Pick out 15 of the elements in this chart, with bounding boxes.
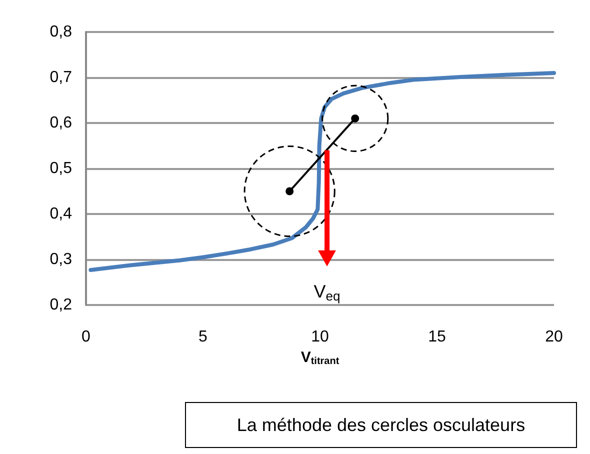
y-tick-label: 0,8 (50, 24, 72, 40)
x-tick-label: 5 (198, 328, 208, 346)
x-tick-label: 0 (82, 328, 91, 346)
x-tick-label: 15 (428, 328, 446, 346)
text: La méthode des cercles osculateurs (185, 402, 577, 448)
y-tick-label: 0,6 (50, 114, 72, 132)
annotation: V$_{eq}$ (314, 281, 340, 304)
y-tick-label: 0,5 (50, 160, 72, 177)
y-tick-label: 0,4 (50, 206, 72, 222)
y-tick-label: 0,7 (50, 69, 72, 86)
y-tick-label: 0,3 (50, 251, 72, 268)
x-tick-label: 10 (311, 328, 329, 346)
line-series (88, 70, 556, 272)
y-tick-label: 0,2 (50, 296, 72, 314)
x-tick-label: 20 (545, 328, 563, 346)
